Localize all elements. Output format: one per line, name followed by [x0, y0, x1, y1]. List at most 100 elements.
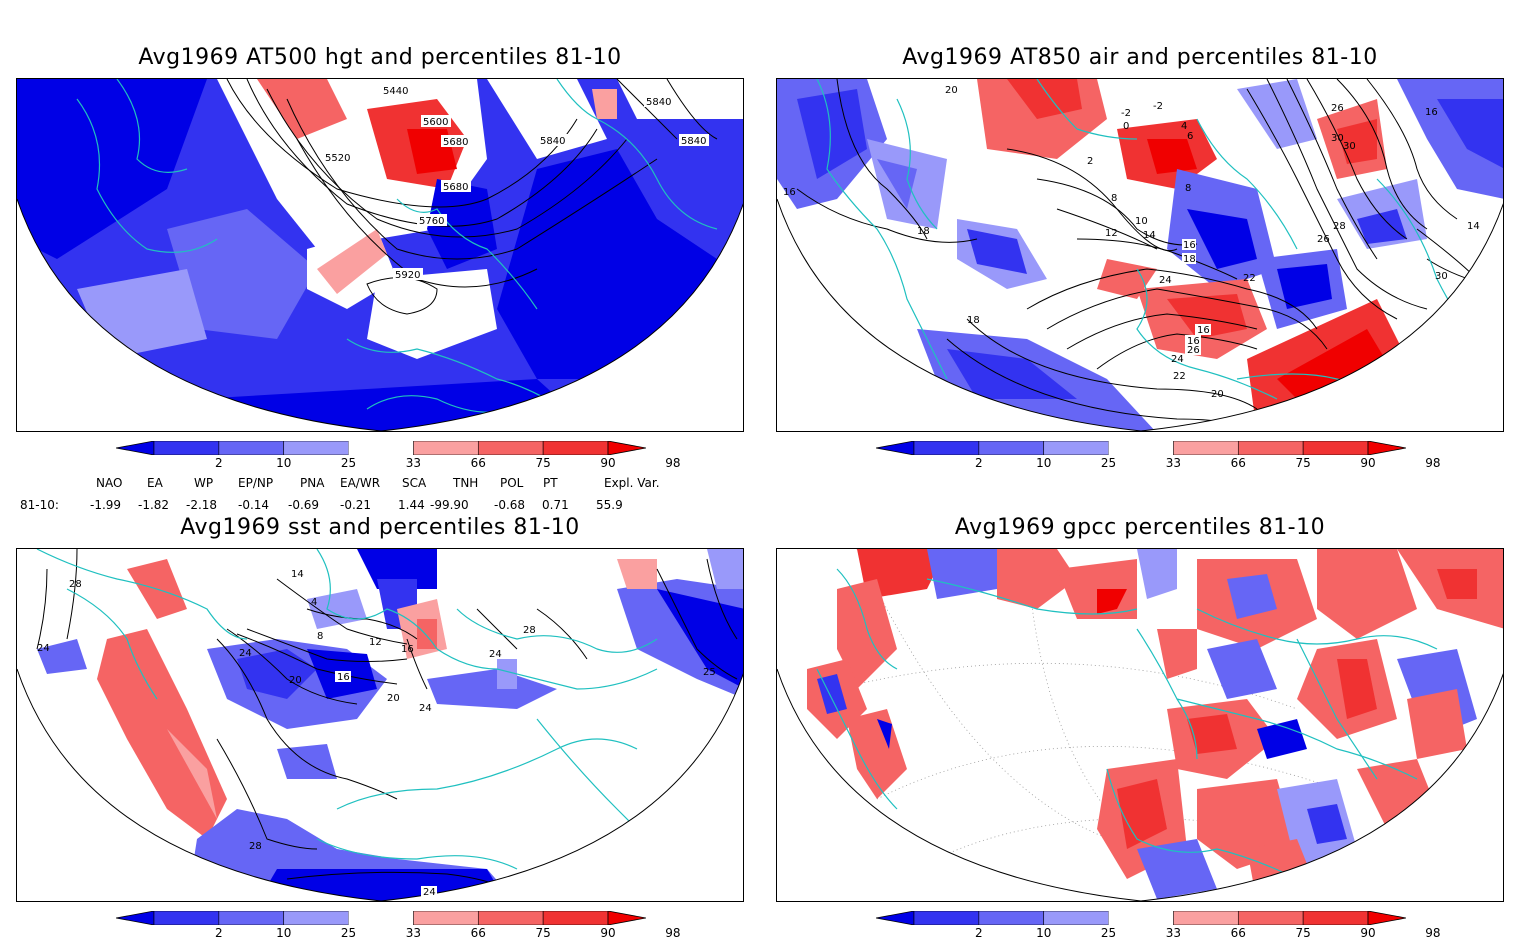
colorbar-arrow-low — [115, 440, 155, 456]
colorbar-swatch — [477, 440, 544, 456]
contour-label: 8 — [1185, 183, 1191, 194]
contour-label: -2 — [1153, 101, 1163, 112]
colorbar-swatch — [1108, 911, 1174, 925]
colorbar-swatch — [1302, 440, 1369, 456]
colorbar-label: 2 — [215, 456, 223, 470]
colorbar-swatch — [283, 440, 349, 456]
colorbar-swatch — [153, 910, 220, 926]
colorbar-label: 75 — [1295, 456, 1311, 470]
contour-label: 26 — [1331, 103, 1344, 114]
colorbar-swatches — [875, 440, 1407, 456]
colorbar-swatch — [413, 440, 479, 456]
colorbar-swatch — [153, 440, 220, 456]
colorbar-label: 98 — [665, 926, 681, 940]
contour-label: 30 — [1435, 271, 1448, 282]
contour-label: 28 — [1333, 221, 1346, 232]
colorbar-arrow-high — [607, 440, 647, 456]
contour-label: 30 — [1343, 141, 1356, 152]
contour-label: 18 — [917, 226, 930, 237]
contour-label: 18 — [967, 315, 980, 326]
colorbar-label: 10 — [1036, 926, 1052, 940]
colorbar-label: 10 — [276, 926, 292, 940]
header-ea: EA — [147, 476, 163, 490]
contour-label: 28 — [69, 579, 82, 590]
colorbar-swatch — [913, 910, 980, 926]
value-ep-np: -0.14 — [238, 498, 270, 512]
colorbar-label: 90 — [600, 456, 616, 470]
colorbar-swatch — [218, 440, 285, 456]
contour-label: 14 — [291, 569, 304, 580]
colorbar-swatch — [978, 910, 1045, 926]
header-sca: SCA — [402, 476, 427, 490]
colorbar-swatch — [1302, 910, 1369, 926]
colorbar-air: 2 10 25 33 66 75 90 98 — [875, 440, 1440, 476]
hgt-contour-labels: 5440 5600 5520 5680 5680 5760 5840 5840 … — [323, 84, 709, 281]
contour-label: 25 — [703, 667, 716, 678]
colorbar-label: 66 — [1230, 926, 1246, 940]
colorbar-label: 10 — [1036, 456, 1052, 470]
colorbar-arrow-high — [607, 910, 647, 926]
value-pt: 0.71 — [542, 498, 569, 512]
air-contour-labels: 20 -2 -2 0 4 6 2 16 18 26 30 30 16 8 8 1… — [783, 85, 1480, 400]
contour-label: 5840 — [540, 136, 565, 147]
contour-label: 28 — [249, 841, 262, 852]
colorbar-label: 2 — [975, 926, 983, 940]
value-pna: -0.69 — [288, 498, 320, 512]
sst-map-svg: 24 28 14 4 8 12 16 20 24 16 20 24 24 28 … — [17, 549, 743, 901]
contour-label: 16 — [401, 644, 414, 655]
contour-label: 24 — [37, 643, 50, 654]
contour-label: 10 — [1135, 216, 1148, 227]
contour-label: 8 — [317, 631, 323, 642]
contour-label: 16 — [1183, 240, 1196, 251]
colorbar-label: 33 — [405, 456, 422, 470]
value-ea: -1.82 — [138, 498, 170, 512]
contour-label: 24 — [419, 703, 432, 714]
map-panel-hgt: 5440 5600 5520 5680 5680 5760 5840 5840 … — [16, 78, 744, 432]
contour-label: 14 — [1143, 230, 1156, 241]
colorbar-swatch — [913, 440, 980, 456]
colorbar-label: 75 — [1295, 926, 1311, 940]
contour-label: 24 — [423, 887, 436, 898]
colorbar-label: 66 — [1230, 456, 1246, 470]
panel-title-gpcc: Avg1969 gpcc percentiles 81-10 — [954, 515, 1326, 540]
colorbar-swatch — [542, 910, 609, 926]
colorbar-swatches — [115, 910, 647, 926]
colorbar-swatch — [1173, 910, 1239, 926]
header-ep-np: EP/NP — [238, 476, 274, 490]
contour-label: 16 — [1197, 325, 1210, 336]
sst-contour-labels: 24 28 14 4 8 12 16 20 24 16 20 24 24 28 … — [37, 569, 716, 898]
contour-label: 30 — [1331, 133, 1344, 144]
value-expl-var: 55.9 — [596, 498, 623, 512]
colorbar-label: 2 — [215, 926, 223, 940]
colorbar-label: 90 — [600, 926, 616, 940]
colorbar-label: 75 — [535, 456, 551, 470]
hgt-map-svg: 5440 5600 5520 5680 5680 5760 5840 5840 … — [17, 79, 743, 431]
header-pna: PNA — [300, 476, 325, 490]
colorbar-label: 2 — [975, 456, 983, 470]
colorbar-swatch — [1043, 440, 1109, 456]
panel-title-air: Avg1969 AT850 air and percentiles 81-10 — [902, 45, 1378, 70]
colorbar-arrow-low — [115, 910, 155, 926]
colorbar-swatch — [1237, 910, 1304, 926]
colorbar-label: 98 — [1425, 456, 1441, 470]
contour-label: -2 — [1121, 108, 1131, 119]
colorbar-swatch — [1108, 441, 1174, 455]
colorbar-label: 25 — [1100, 926, 1117, 940]
contour-label: 4 — [311, 597, 317, 608]
contour-label: 12 — [1105, 228, 1118, 239]
colorbar-label: 75 — [535, 926, 551, 940]
contour-label: 22 — [1243, 273, 1256, 284]
air-map-svg: 20 -2 -2 0 4 6 2 16 18 26 30 30 16 8 8 1… — [777, 79, 1503, 431]
contour-label: 26 — [1317, 234, 1330, 245]
contour-label: 16 — [1187, 336, 1200, 347]
colorbar-arrow-high — [1367, 910, 1407, 926]
colorbar-swatch — [1173, 440, 1239, 456]
contour-label: 20 — [1211, 389, 1224, 400]
contour-label: 24 — [1171, 354, 1184, 365]
colorbar-label: 90 — [1360, 926, 1376, 940]
colorbar-label: 25 — [340, 926, 357, 940]
contour-label: 28 — [523, 625, 536, 636]
colorbar-arrow-low — [875, 440, 915, 456]
value-nao: -1.99 — [90, 498, 122, 512]
colorbar-label: 90 — [1360, 456, 1376, 470]
